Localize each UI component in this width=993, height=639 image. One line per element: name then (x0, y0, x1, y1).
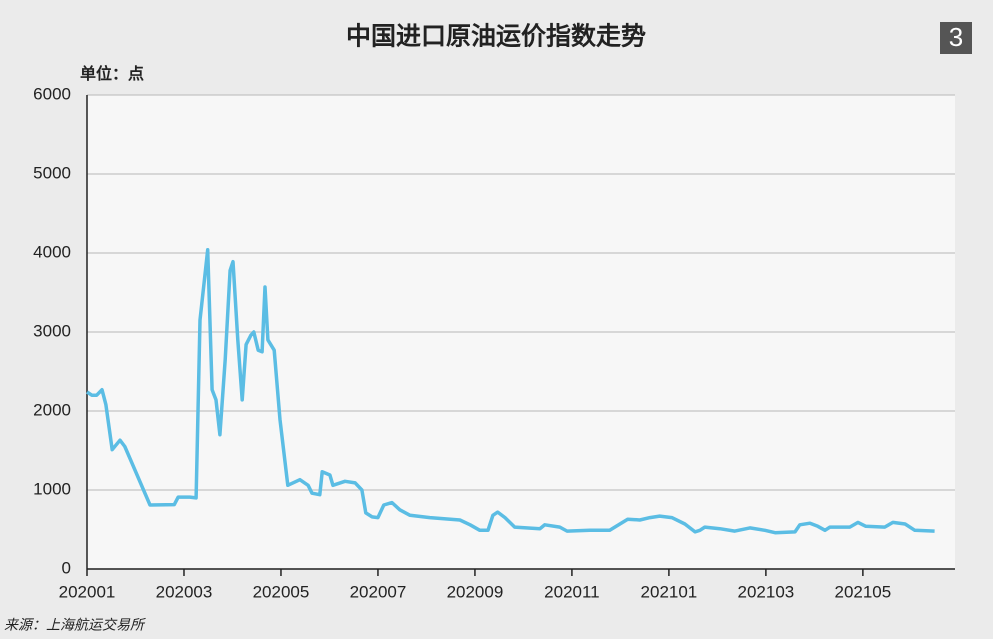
unit-label: 单位：点 (80, 64, 144, 83)
y-tick-label: 6000 (33, 84, 71, 103)
x-tick-label: 202003 (156, 582, 213, 601)
x-tick-label: 202009 (447, 582, 504, 601)
x-tick-label: 202101 (641, 582, 698, 601)
line (86, 248, 935, 535)
chart-title: 中国进口原油运价指数走势 (346, 22, 646, 51)
x-tick-label: 202105 (834, 582, 891, 601)
y-tick-label: 4000 (33, 242, 71, 261)
y-tick-label: 1000 (33, 479, 71, 498)
y-tick-label: 3000 (33, 321, 71, 340)
x-tick-label: 202005 (253, 582, 310, 601)
y-tick-label: 2000 (33, 400, 71, 419)
source: 来源：上海航运交易所 (4, 617, 146, 633)
x-tick-label: 202007 (350, 582, 407, 601)
badge-box (940, 22, 972, 54)
x-tick-label: 202011 (544, 582, 599, 601)
x-tick-label: 202001 (59, 582, 116, 601)
y-tick-label: 5000 (33, 163, 71, 182)
x-tick-label: 202103 (738, 582, 795, 601)
y-tick-label: 0 (62, 558, 71, 577)
badge: 3 (949, 22, 963, 52)
